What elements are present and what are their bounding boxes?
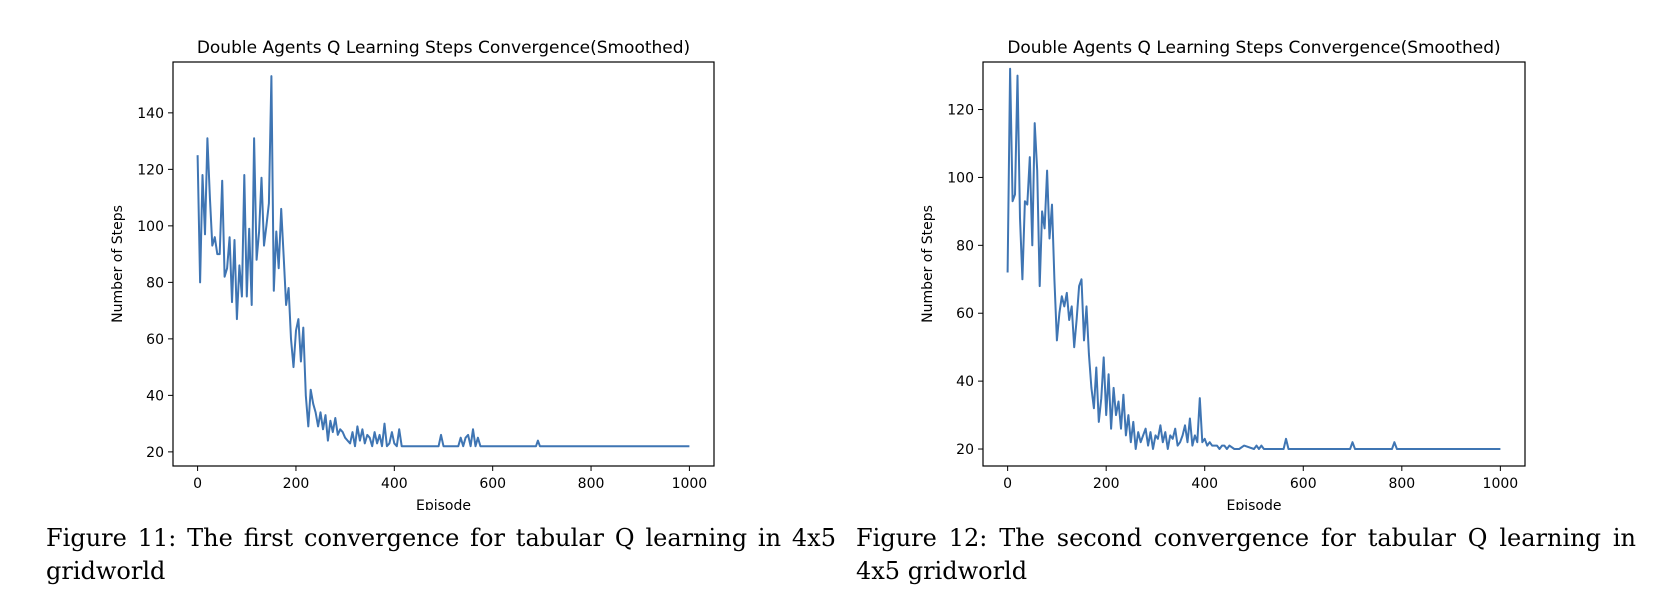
series-line bbox=[1006, 67, 1501, 450]
x-tick-label: 800 bbox=[578, 476, 605, 492]
x-tick-label: 1000 bbox=[672, 476, 708, 492]
y-tick-label: 60 bbox=[956, 306, 974, 322]
y-tick-label: 80 bbox=[146, 275, 164, 291]
x-tick-label: 200 bbox=[283, 476, 310, 492]
figure-11: Double Agents Q Learning Steps Convergen… bbox=[0, 0, 836, 602]
chart-figure-12: Double Agents Q Learning Steps Convergen… bbox=[920, 38, 1526, 510]
y-tick-label: 80 bbox=[956, 238, 974, 254]
y-tick-label: 100 bbox=[947, 170, 974, 186]
x-axis-label: Episode bbox=[1227, 498, 1282, 510]
series-line bbox=[196, 75, 690, 448]
x-tick-label: 0 bbox=[1003, 476, 1012, 492]
y-tick-label: 20 bbox=[956, 442, 974, 458]
y-tick-label: 120 bbox=[137, 162, 164, 178]
x-tick-label: 200 bbox=[1093, 476, 1120, 492]
y-tick-label: 120 bbox=[947, 103, 974, 119]
figure-caption: Figure 11: The first convergence for tab… bbox=[46, 524, 836, 585]
y-tick-label: 140 bbox=[137, 106, 164, 122]
x-axis-label: Episode bbox=[416, 498, 471, 510]
figure-12: Double Agents Q Learning Steps Convergen… bbox=[810, 0, 1636, 602]
y-tick-label: 20 bbox=[146, 445, 164, 461]
x-tick-label: 1000 bbox=[1483, 476, 1519, 492]
chart-title: Double Agents Q Learning Steps Convergen… bbox=[197, 38, 690, 58]
y-tick-label: 40 bbox=[146, 388, 164, 404]
y-tick-label: 40 bbox=[956, 374, 974, 390]
y-axis-label: Number of Steps bbox=[920, 205, 936, 323]
x-tick-label: 0 bbox=[193, 476, 202, 492]
x-tick-label: 600 bbox=[1290, 476, 1317, 492]
x-tick-label: 800 bbox=[1388, 476, 1415, 492]
figure-caption: Figure 12: The second convergence for ta… bbox=[856, 524, 1636, 585]
plot-frame bbox=[982, 61, 1526, 467]
x-tick-label: 400 bbox=[381, 476, 408, 492]
chart-figure-11: Double Agents Q Learning Steps Convergen… bbox=[110, 38, 715, 510]
x-tick-label: 400 bbox=[1191, 476, 1218, 492]
y-tick-label: 100 bbox=[137, 219, 164, 235]
plot-frame bbox=[172, 61, 715, 467]
chart-title: Double Agents Q Learning Steps Convergen… bbox=[1007, 38, 1500, 58]
x-tick-label: 600 bbox=[479, 476, 506, 492]
y-axis-label: Number of Steps bbox=[110, 205, 126, 323]
y-tick-label: 60 bbox=[146, 332, 164, 348]
